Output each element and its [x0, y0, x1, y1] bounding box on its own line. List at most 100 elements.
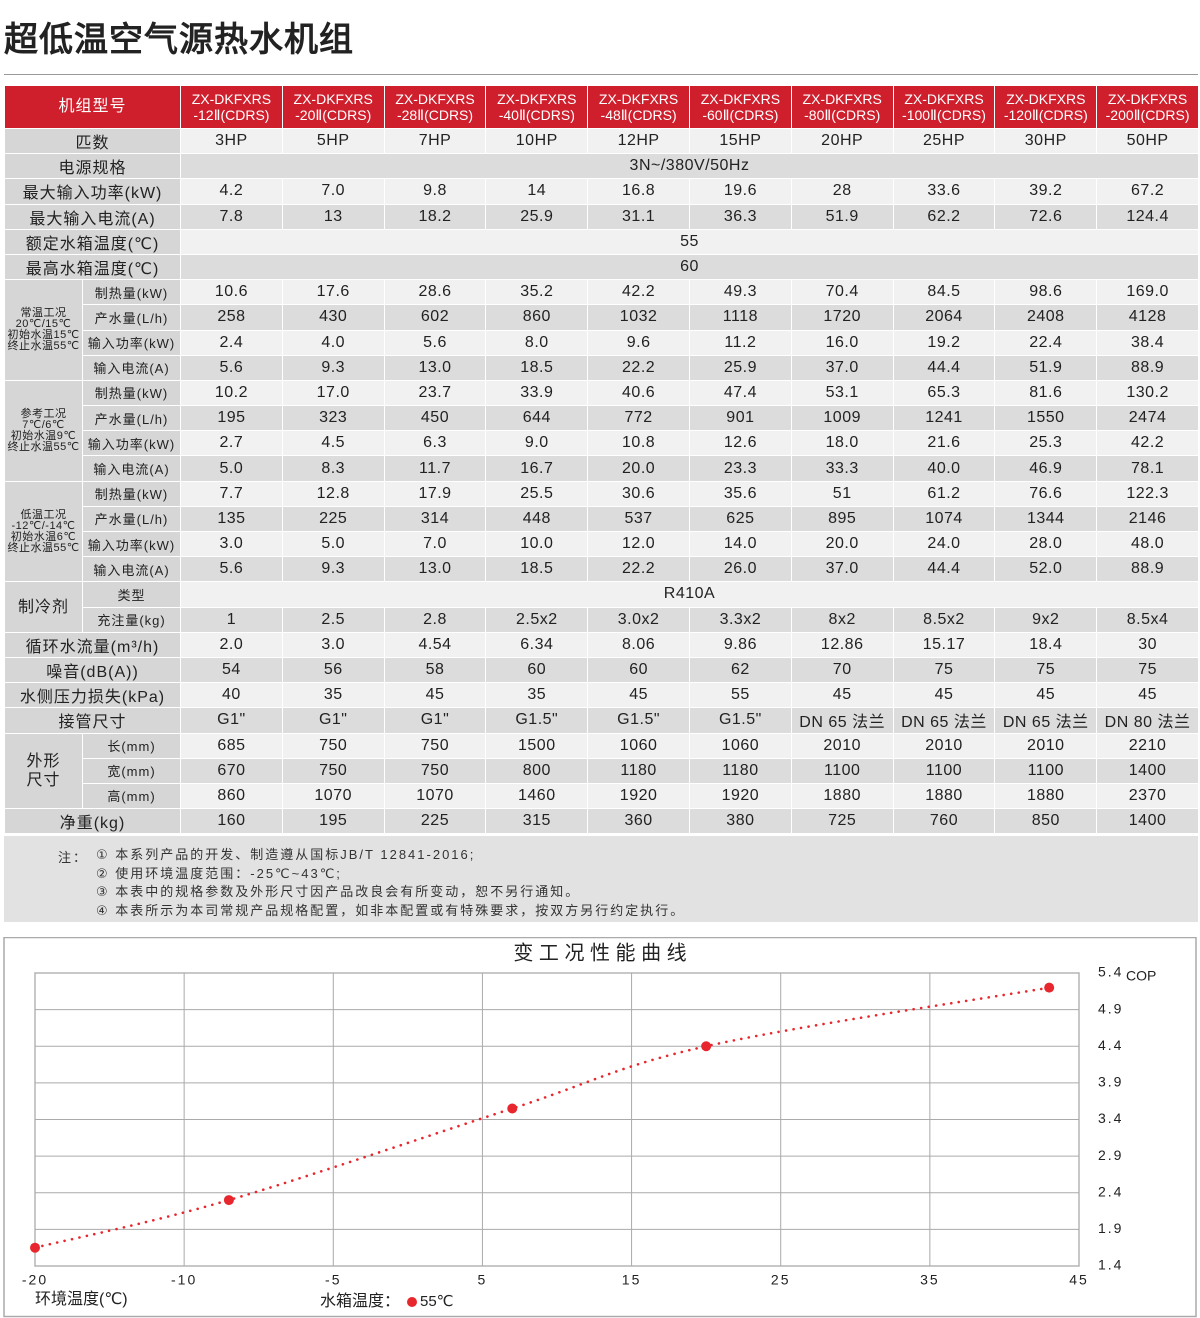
- chart-frame: [3, 937, 1197, 1318]
- value-cell: DN 80 法兰: [1096, 707, 1199, 734]
- value-cell: 1880: [892, 782, 996, 810]
- value-cell: 122.3: [1096, 480, 1199, 507]
- row-label: 制热量(kW): [81, 279, 182, 306]
- y-tick-label: 5.4: [1098, 964, 1123, 980]
- row-label: 最大输入功率(kW): [3, 178, 182, 205]
- spec-row: 产水量(L/h) 135 225 314 448 537 625 895 1074 1344 214…: [5, 505, 1199, 533]
- value-cell: 25.9: [485, 203, 589, 230]
- value-cell: 670: [180, 757, 283, 784]
- value-cell: 195: [180, 405, 283, 432]
- group-line: 初始水温6℃: [10, 530, 77, 543]
- value-cell: 1460: [485, 782, 589, 810]
- model-line: ZX-DKFXRS: [395, 91, 475, 107]
- value-cell: 33.6: [892, 178, 996, 205]
- note-item: ③ 本表中的规格参数及外形尺寸因产品改良会有所变动，恕不另行通知。: [96, 884, 581, 899]
- row-label: 匹数: [3, 127, 182, 155]
- row-label: 长(mm): [81, 732, 182, 759]
- value-cell: 51.9: [790, 203, 894, 230]
- value-cell: 58: [383, 656, 487, 684]
- value-cell: 1720: [790, 304, 894, 331]
- spec-row: 高(mm) 860 1070 1070 1460 1920 1920 1880 1880 1880…: [5, 782, 1199, 810]
- value-cell: 35: [485, 682, 589, 709]
- value-cell: 314: [383, 505, 487, 533]
- row-label: 充注量(kg): [81, 606, 182, 633]
- value-cell: 65.3: [892, 379, 996, 407]
- x-tick-label: -5: [325, 1272, 341, 1288]
- value-cell: 772: [587, 405, 690, 432]
- row-label: 输入电流(A): [81, 455, 182, 482]
- value-cell: DN 65 法兰: [892, 707, 996, 734]
- value-cell: 2408: [994, 304, 1098, 331]
- row-label: 最高水箱温度(℃): [3, 253, 182, 281]
- legend-title: 水箱温度：: [320, 1292, 400, 1310]
- value-cell: 4.0: [281, 329, 385, 356]
- value-cell: 51.9: [994, 354, 1098, 381]
- value-cell: 70.4: [790, 279, 894, 306]
- value-cell: 360: [587, 808, 690, 835]
- model-line: -20Ⅱ(CDRS): [295, 107, 372, 123]
- value-cell: 25.3: [994, 430, 1098, 457]
- spec-row: 电源规格 3N~/380V/50Hz: [3, 153, 1199, 180]
- group-line: 终止水温55℃: [7, 541, 80, 554]
- row-label: 产水量(L/h): [81, 505, 182, 533]
- model-line: ZX-DKFXRS: [904, 91, 984, 107]
- value-cell: 2370: [1096, 782, 1199, 810]
- model-cell: ZX-DKFXRS -40Ⅱ(CDRS): [485, 85, 589, 129]
- value-cell: 17.0: [281, 379, 385, 407]
- value-cell: 35.6: [689, 480, 792, 507]
- spec-row: 额定水箱温度(℃) 55: [3, 228, 1199, 255]
- value-cell: 45: [383, 682, 487, 709]
- value-cell: 5.0: [281, 530, 385, 558]
- row-label: 输入功率(kW): [81, 329, 182, 356]
- span-cell: 60: [180, 253, 1199, 281]
- model-line: -48Ⅱ(CDRS): [600, 107, 677, 123]
- value-cell: 3.3x2: [689, 606, 792, 633]
- model-cell: ZX-DKFXRS -60Ⅱ(CDRS): [689, 85, 792, 129]
- value-cell: 8x2: [790, 606, 894, 633]
- y-tick-label: 3.9: [1098, 1074, 1123, 1090]
- spec-row: 输入电流(A) 5.6 9.3 13.0 18.5 22.2 26.0 37.0 44.4 52.…: [5, 556, 1199, 583]
- value-cell: 40.6: [587, 379, 690, 407]
- group-label: 制冷剂: [4, 581, 83, 633]
- chart-title: 变 工 况 性 能 曲 线: [513, 941, 686, 964]
- value-cell: 12.8: [281, 480, 385, 507]
- value-cell: 537: [587, 505, 690, 533]
- value-cell: 19.6: [689, 178, 792, 205]
- value-cell: 18.4: [994, 631, 1098, 658]
- value-cell: 18.0: [790, 430, 894, 457]
- model-line: -200Ⅱ(CDRS): [1105, 107, 1190, 123]
- model-cell: ZX-DKFXRS -120Ⅱ(CDRS): [994, 85, 1098, 129]
- value-cell: 19.2: [892, 329, 996, 356]
- value-cell: 42.2: [587, 279, 690, 306]
- value-cell: 75: [994, 656, 1098, 684]
- value-cell: 31.1: [587, 203, 690, 230]
- row-label: 高(mm): [81, 782, 182, 810]
- value-cell: 1880: [790, 782, 894, 810]
- data-point: [507, 1103, 518, 1114]
- model-line: ZX-DKFXRS: [802, 91, 882, 107]
- value-cell: 1180: [689, 757, 792, 784]
- model-cell: ZX-DKFXRS -100Ⅱ(CDRS): [892, 85, 996, 129]
- note-item: ④ 本表所示为本司常规产品规格配置，如非本配置或有特殊要求，按双方另行约定执行。: [96, 902, 686, 918]
- header-row: 机组型号 ZX-DKFXRS -12Ⅱ(CDRS) ZX-DKFXRS -20Ⅱ(CDR…: [3, 85, 1199, 129]
- value-cell: 9.86: [689, 631, 792, 658]
- value-cell: 11.2: [689, 329, 792, 356]
- value-cell: 750: [383, 757, 487, 784]
- value-cell: 1060: [689, 732, 792, 759]
- value-cell: 10.0: [485, 530, 589, 558]
- group-line: 参考工况: [20, 407, 67, 420]
- value-cell: 42.2: [1096, 430, 1199, 457]
- group-line: 终止水温55℃: [7, 340, 80, 352]
- value-cell: 16.0: [790, 329, 894, 356]
- value-cell: 195: [281, 808, 385, 835]
- spec-row: 最大输入电流(A) 7.8 13 18.2 25.9 31.1 36.3 51.9 62.2 72…: [3, 203, 1199, 230]
- value-cell: 1009: [790, 405, 894, 432]
- value-cell: 1880: [994, 782, 1098, 810]
- value-cell: 1241: [892, 405, 996, 432]
- value-cell: 49.3: [689, 279, 792, 306]
- value-cell: 26.0: [689, 556, 792, 583]
- value-cell: 13.0: [383, 556, 487, 583]
- value-cell: 60: [485, 656, 589, 684]
- spec-row: 宽(mm) 670 750 750 800 1180 1180 1100 1100 1100 140…: [5, 757, 1199, 784]
- value-cell: 12.86: [790, 631, 894, 658]
